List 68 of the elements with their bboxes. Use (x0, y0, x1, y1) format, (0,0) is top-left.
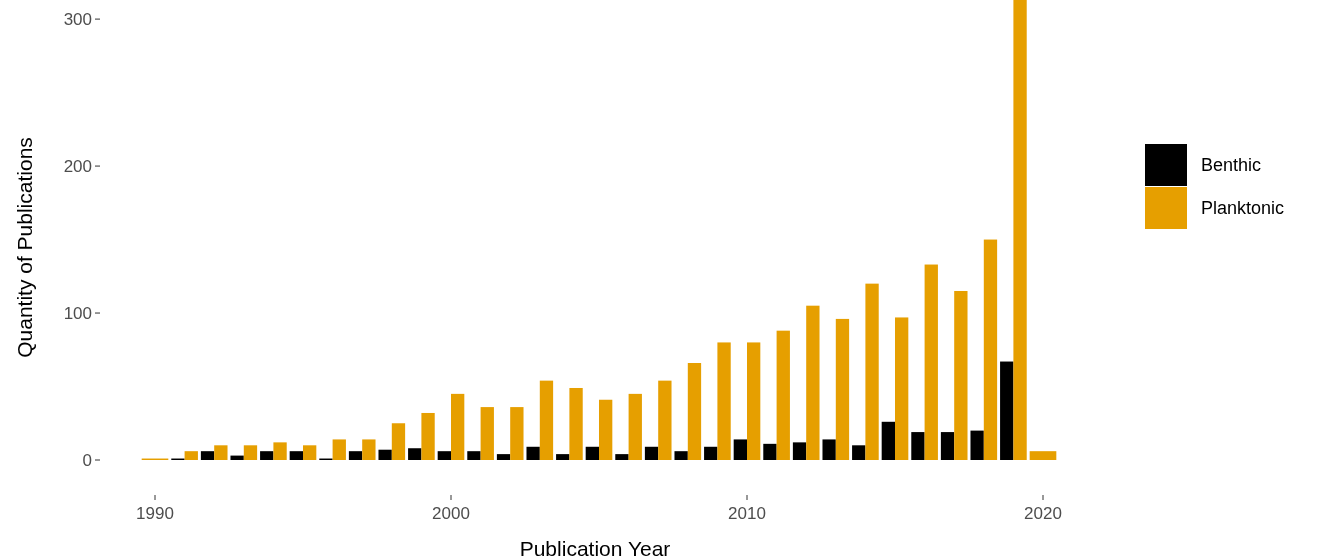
bar (230, 455, 244, 460)
bar (496, 454, 511, 460)
bar (480, 407, 494, 460)
bar (911, 432, 925, 460)
bar (539, 380, 554, 460)
bar (243, 445, 258, 460)
bar (792, 442, 807, 460)
bar (451, 393, 465, 460)
bar (954, 290, 968, 460)
legend-label: Planktonic (1201, 198, 1285, 219)
bar (273, 442, 287, 460)
bar (510, 407, 524, 460)
bar (674, 451, 688, 460)
y-axis-title: Quantity of Publications (13, 137, 36, 358)
bar (658, 380, 672, 460)
bar (644, 446, 659, 460)
bar (585, 446, 599, 460)
bar (983, 239, 998, 460)
y-tick-label: 300 (63, 10, 92, 30)
bar (1000, 361, 1014, 460)
bar (776, 330, 790, 460)
bar (421, 412, 435, 460)
bar (437, 451, 451, 460)
y-tick-label: 200 (63, 157, 92, 177)
bar (289, 451, 303, 460)
bar (526, 446, 540, 460)
bar (687, 363, 702, 460)
bar (391, 423, 406, 460)
bar (970, 430, 984, 460)
bar (704, 446, 718, 460)
bar (763, 443, 777, 460)
x-tick-label: 2010 (728, 504, 766, 523)
bar (1013, 0, 1027, 460)
legend-label: Benthic (1201, 155, 1262, 176)
bar (733, 439, 747, 460)
bar (303, 445, 317, 460)
bar (940, 432, 955, 460)
bar (865, 283, 879, 460)
bar (599, 399, 613, 460)
x-tick-label: 2020 (1024, 504, 1062, 523)
x-tick-label: 1990 (136, 504, 174, 523)
bar (747, 342, 761, 460)
bar (184, 451, 198, 460)
bar (467, 451, 481, 460)
bar (408, 448, 422, 460)
bar (835, 318, 850, 460)
bar (852, 445, 866, 460)
bar (200, 451, 215, 460)
bar (628, 393, 642, 460)
bar (806, 305, 820, 460)
bar (260, 451, 274, 460)
bar (822, 439, 836, 460)
bar (362, 439, 376, 460)
bar (717, 342, 731, 460)
bar (556, 454, 570, 460)
bar (615, 454, 629, 460)
bar (348, 451, 363, 460)
bar (214, 445, 228, 460)
bar (924, 264, 938, 460)
bar (881, 421, 895, 460)
x-tick-label: 2000 (432, 504, 470, 523)
bar (895, 317, 909, 460)
bar (378, 449, 392, 460)
bar (332, 439, 346, 460)
y-tick-label: 100 (63, 303, 92, 323)
bar (569, 387, 583, 460)
x-axis-title: Publication Year (519, 537, 671, 560)
y-tick-label: 0 (82, 450, 92, 470)
